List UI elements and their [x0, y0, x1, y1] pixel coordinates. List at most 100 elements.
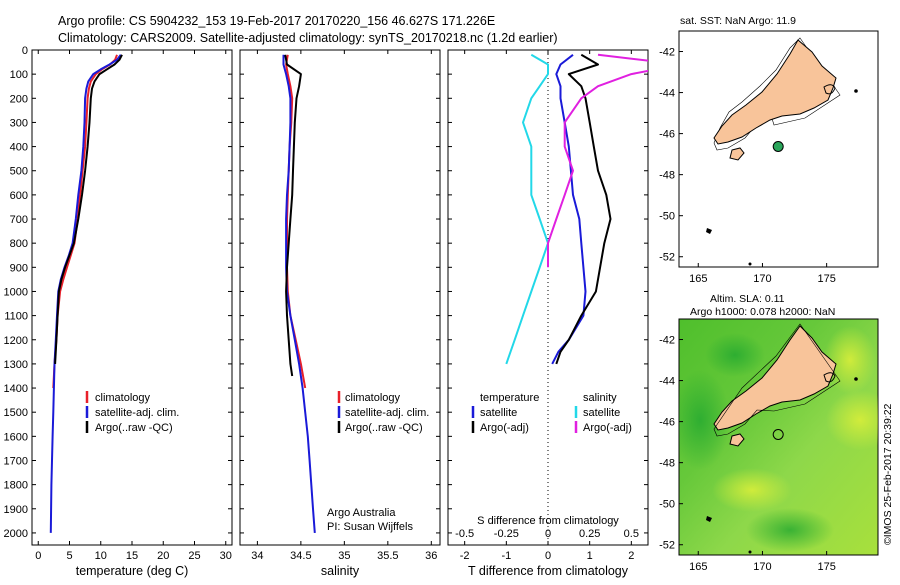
- legend-label: climatology: [95, 392, 151, 404]
- temperature-satellite-line: [49, 54, 122, 533]
- bounty-islands: [854, 377, 858, 381]
- longitude-tick-label: 175: [817, 561, 835, 573]
- temperature-difference-satellite-line: [551, 54, 587, 365]
- chatham-rise-contour: [823, 84, 836, 95]
- salinity-xlabel: salinity: [321, 564, 360, 578]
- depth-tick-label: 1800: [4, 480, 28, 492]
- auckland-islands: [706, 228, 712, 234]
- sst-map-content: [706, 37, 858, 266]
- campbell-island: [748, 550, 752, 554]
- depth-tick-label: 1900: [4, 504, 28, 516]
- salinity-difference-satellite-line: [505, 53, 549, 365]
- depth-tick-label: 1100: [4, 311, 28, 323]
- difference-xlabel: T difference from climatology: [468, 564, 629, 578]
- latitude-tick-label: -44: [659, 376, 675, 388]
- difference-x-tick-label: 2: [628, 550, 634, 562]
- depth-tick-label: 1400: [4, 383, 28, 395]
- longitude-tick-label: 165: [689, 561, 707, 573]
- temperature-lines: [49, 54, 123, 533]
- argo-float-marker: [772, 429, 784, 440]
- sla-map-title1: Altim. SLA: 0.11: [710, 293, 785, 305]
- salinity-difference-xlabel: S difference from climatology: [477, 515, 619, 527]
- bathymetry-contour: [713, 37, 841, 151]
- sla-map-title2: Argo h1000: 0.078 h2000: NaN: [690, 306, 835, 318]
- longitude-tick-label: 165: [689, 273, 707, 285]
- difference-x-tick-label: -2: [460, 550, 470, 562]
- legend-label: satellite: [583, 407, 620, 419]
- salinity-difference-tick-label: -0.5: [455, 528, 474, 540]
- difference-x-tick-label: 1: [587, 550, 593, 562]
- latitude-tick-label: -50: [659, 211, 675, 223]
- temperature-x-tick-label: 20: [157, 550, 169, 562]
- legend-head-salinity: salinity: [583, 392, 617, 404]
- longitude-tick-label: 170: [753, 273, 771, 285]
- legend-label: satellite-adj. clim.: [95, 407, 179, 419]
- stewart-island-land: [729, 147, 745, 161]
- salinity-satellite-line: [282, 54, 316, 533]
- header-line1: Argo profile: CS 5904232_153 19-Feb-2017…: [58, 14, 495, 28]
- temperature-x-tick-label: 0: [35, 550, 41, 562]
- salinity-difference-argo-line: [547, 53, 648, 268]
- latitude-tick-label: -48: [659, 458, 675, 470]
- south-island-land: [713, 325, 837, 431]
- sla-map-axes: -42 -44 -46 -48 -50 -52 165 170 175: [659, 335, 836, 573]
- depth-axis: 0 100 200 300 400 500 600 700 800 900 1000 1100 1200…: [4, 45, 648, 540]
- salinity-x-tick-label: 36: [425, 550, 437, 562]
- legend-label: satellite-adj. clim.: [345, 407, 429, 419]
- campbell-island: [748, 262, 752, 266]
- salinity-difference-axis: -0.5-0.2500.250.5: [455, 528, 639, 540]
- salinity-legend: climatology satellite-adj. clim. Argo(..…: [337, 391, 429, 434]
- difference-lines: [505, 53, 648, 365]
- latitude-tick-label: -44: [659, 88, 675, 100]
- depth-tick-label: 300: [10, 117, 28, 129]
- legend-label: climatology: [345, 392, 401, 404]
- temperature-panel-frame: [31, 49, 233, 546]
- chatham-rise-contour: [823, 372, 836, 383]
- depth-tick-label: 1700: [4, 455, 28, 467]
- latitude-tick-label: -48: [659, 170, 675, 182]
- difference-x-axis: -2 -1 0 1 2: [460, 50, 634, 562]
- salinity-lines: [282, 54, 316, 533]
- depth-tick-label: 1300: [4, 359, 28, 371]
- depth-tick-label: 0: [22, 45, 28, 57]
- header-line2: Climatology: CARS2009. Satellite-adjuste…: [58, 31, 558, 45]
- auckland-islands: [706, 516, 712, 522]
- imos-timestamp: ©IMOS 25-Feb-2017 20:39:22: [882, 403, 894, 545]
- salinity-x-tick-label: 35: [338, 550, 350, 562]
- depth-tick-label: 1000: [4, 286, 28, 298]
- depth-tick-label: 1200: [4, 335, 28, 347]
- salinity-argo-line: [284, 54, 302, 377]
- temperature-argo-line: [54, 54, 123, 364]
- temperature-x-tick-label: 10: [95, 550, 107, 562]
- sst-map-axes: -42 -44 -46 -48 -50 -52 165 170 175: [659, 47, 836, 285]
- longitude-tick-label: 175: [817, 273, 835, 285]
- salinity-x-tick-label: 34: [251, 550, 263, 562]
- longitude-tick-label: 170: [753, 561, 771, 573]
- salinity-panel-frame: [239, 49, 441, 546]
- temperature-difference-argo-line: [555, 53, 612, 365]
- depth-tick-label: 400: [10, 142, 28, 154]
- argo-float-marker: [772, 141, 784, 152]
- latitude-tick-label: -52: [659, 252, 675, 264]
- latitude-tick-label: -52: [659, 540, 675, 552]
- temperature-x-tick-label: 15: [126, 550, 138, 562]
- latitude-tick-label: -42: [659, 47, 675, 59]
- temperature-x-tick-label: 25: [188, 550, 200, 562]
- depth-tick-label: 200: [10, 93, 28, 105]
- temperature-legend: climatology satellite-adj. clim. Argo(..…: [85, 391, 179, 434]
- salinity-x-tick-label: 35.5: [377, 550, 398, 562]
- depth-tick-label: 800: [10, 238, 28, 250]
- depth-tick-label: 2000: [4, 528, 28, 540]
- bounty-islands: [854, 89, 858, 93]
- south-island-land: [713, 39, 837, 145]
- depth-tick-label: 600: [10, 190, 28, 202]
- salinity-x-tick-label: 34.5: [290, 550, 311, 562]
- sst-map-title: sat. SST: NaN Argo: 11.9: [680, 15, 796, 27]
- temperature-x-tick-label: 30: [220, 550, 232, 562]
- depth-tick-label: 100: [10, 69, 28, 81]
- depth-tick-label: 700: [10, 214, 28, 226]
- difference-x-tick-label: -1: [501, 550, 511, 562]
- stewart-island-land: [729, 433, 745, 447]
- credit-line1: Argo Australia: [327, 507, 396, 519]
